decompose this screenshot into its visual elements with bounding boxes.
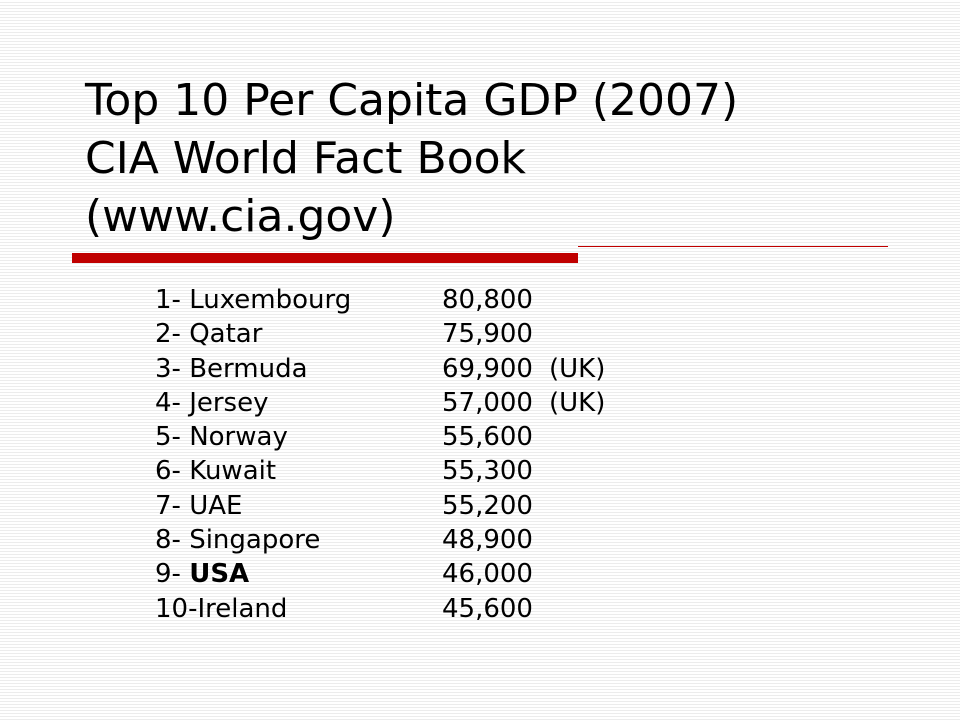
ranking-country: Norway [189,422,288,453]
slide-title-line-2: CIA World Fact Book [85,133,527,184]
ranking-rank: 6- [155,456,190,487]
ranking-note: (UK) [549,353,606,384]
ranking-row: 4- Jersey 57,000 (UK) [155,386,715,420]
ranking-country: Qatar [189,319,263,350]
ranking-country: Ireland [197,593,288,624]
ranking-name: 3- Bermuda [155,352,308,386]
slide-title-line-1: Top 10 Per Capita GDP (2007) [85,75,739,126]
ranking-country: Bermuda [189,353,308,384]
ranking-note: (UK) [549,387,606,418]
ranking-rank: 4- [155,387,190,418]
ranking-rank: 9- [155,559,190,590]
ranking-country: UAE [189,490,243,521]
ranking-rank: 5- [155,422,190,453]
ranking-country: Singapore [189,525,321,556]
ranking-value: 80,800 [442,285,533,315]
ranking-row-highlighted: 9- USA 46,000 [155,557,715,591]
ranking-name: 5- Norway [155,420,288,454]
ranking-name: 4- Jersey [155,386,269,420]
ranking-row: 2- Qatar 75,900 [155,317,715,351]
ranking-name: 7- UAE [155,489,242,523]
ranking-value: 55,600 [442,422,533,453]
ranking-rank: 8- [155,525,190,556]
ranking-value: 48,900 [442,525,533,556]
ranking-row: 5- Norway 55,600 [155,420,715,454]
ranking-row: 3- Bermuda 69,900 (UK) [155,352,715,386]
ranking-country: Luxembourg [189,285,352,315]
slide-title: Top 10 Per Capita GDP (2007) CIA World F… [85,72,905,246]
ranking-name: 6- Kuwait [155,454,276,488]
ranking-name: 2- Qatar [155,317,262,351]
ranking-rank: 10- [155,593,198,624]
ranking-value: 69,900 [442,353,533,384]
ranking-table: 1- Luxembourg 80,800 2- Qatar 75,900 3- … [155,283,715,626]
ranking-country: Kuwait [189,456,277,487]
ranking-row: 7- UAE 55,200 [155,489,715,523]
ranking-name: 9- USA [155,557,249,591]
title-divider-thin [578,246,888,247]
ranking-name: 8- Singapore [155,523,320,557]
ranking-row: 6- Kuwait 55,300 [155,454,715,488]
ranking-value: 75,900 [442,319,533,350]
title-divider-thick [72,253,578,263]
ranking-name: 10-Ireland [155,592,287,626]
ranking-name: 1- Luxembourg [155,283,351,317]
ranking-rank: 3- [155,353,190,384]
ranking-row: 1- Luxembourg 80,800 [155,283,715,317]
slide-title-line-3: (www.cia.gov) [85,191,396,242]
ranking-rank: 1- [155,285,190,315]
ranking-rank: 2- [155,319,190,350]
ranking-value: 46,000 [442,559,533,590]
ranking-country: Jersey [189,387,269,418]
ranking-country-bold: USA [189,559,250,590]
ranking-value: 55,200 [442,490,533,521]
ranking-rank: 7- [155,490,190,521]
ranking-row: 10-Ireland 45,600 [155,592,715,626]
ranking-row: 8- Singapore 48,900 [155,523,715,557]
ranking-value: 55,300 [442,456,533,487]
ranking-value: 45,600 [442,593,533,624]
ranking-value: 57,000 [442,387,533,418]
